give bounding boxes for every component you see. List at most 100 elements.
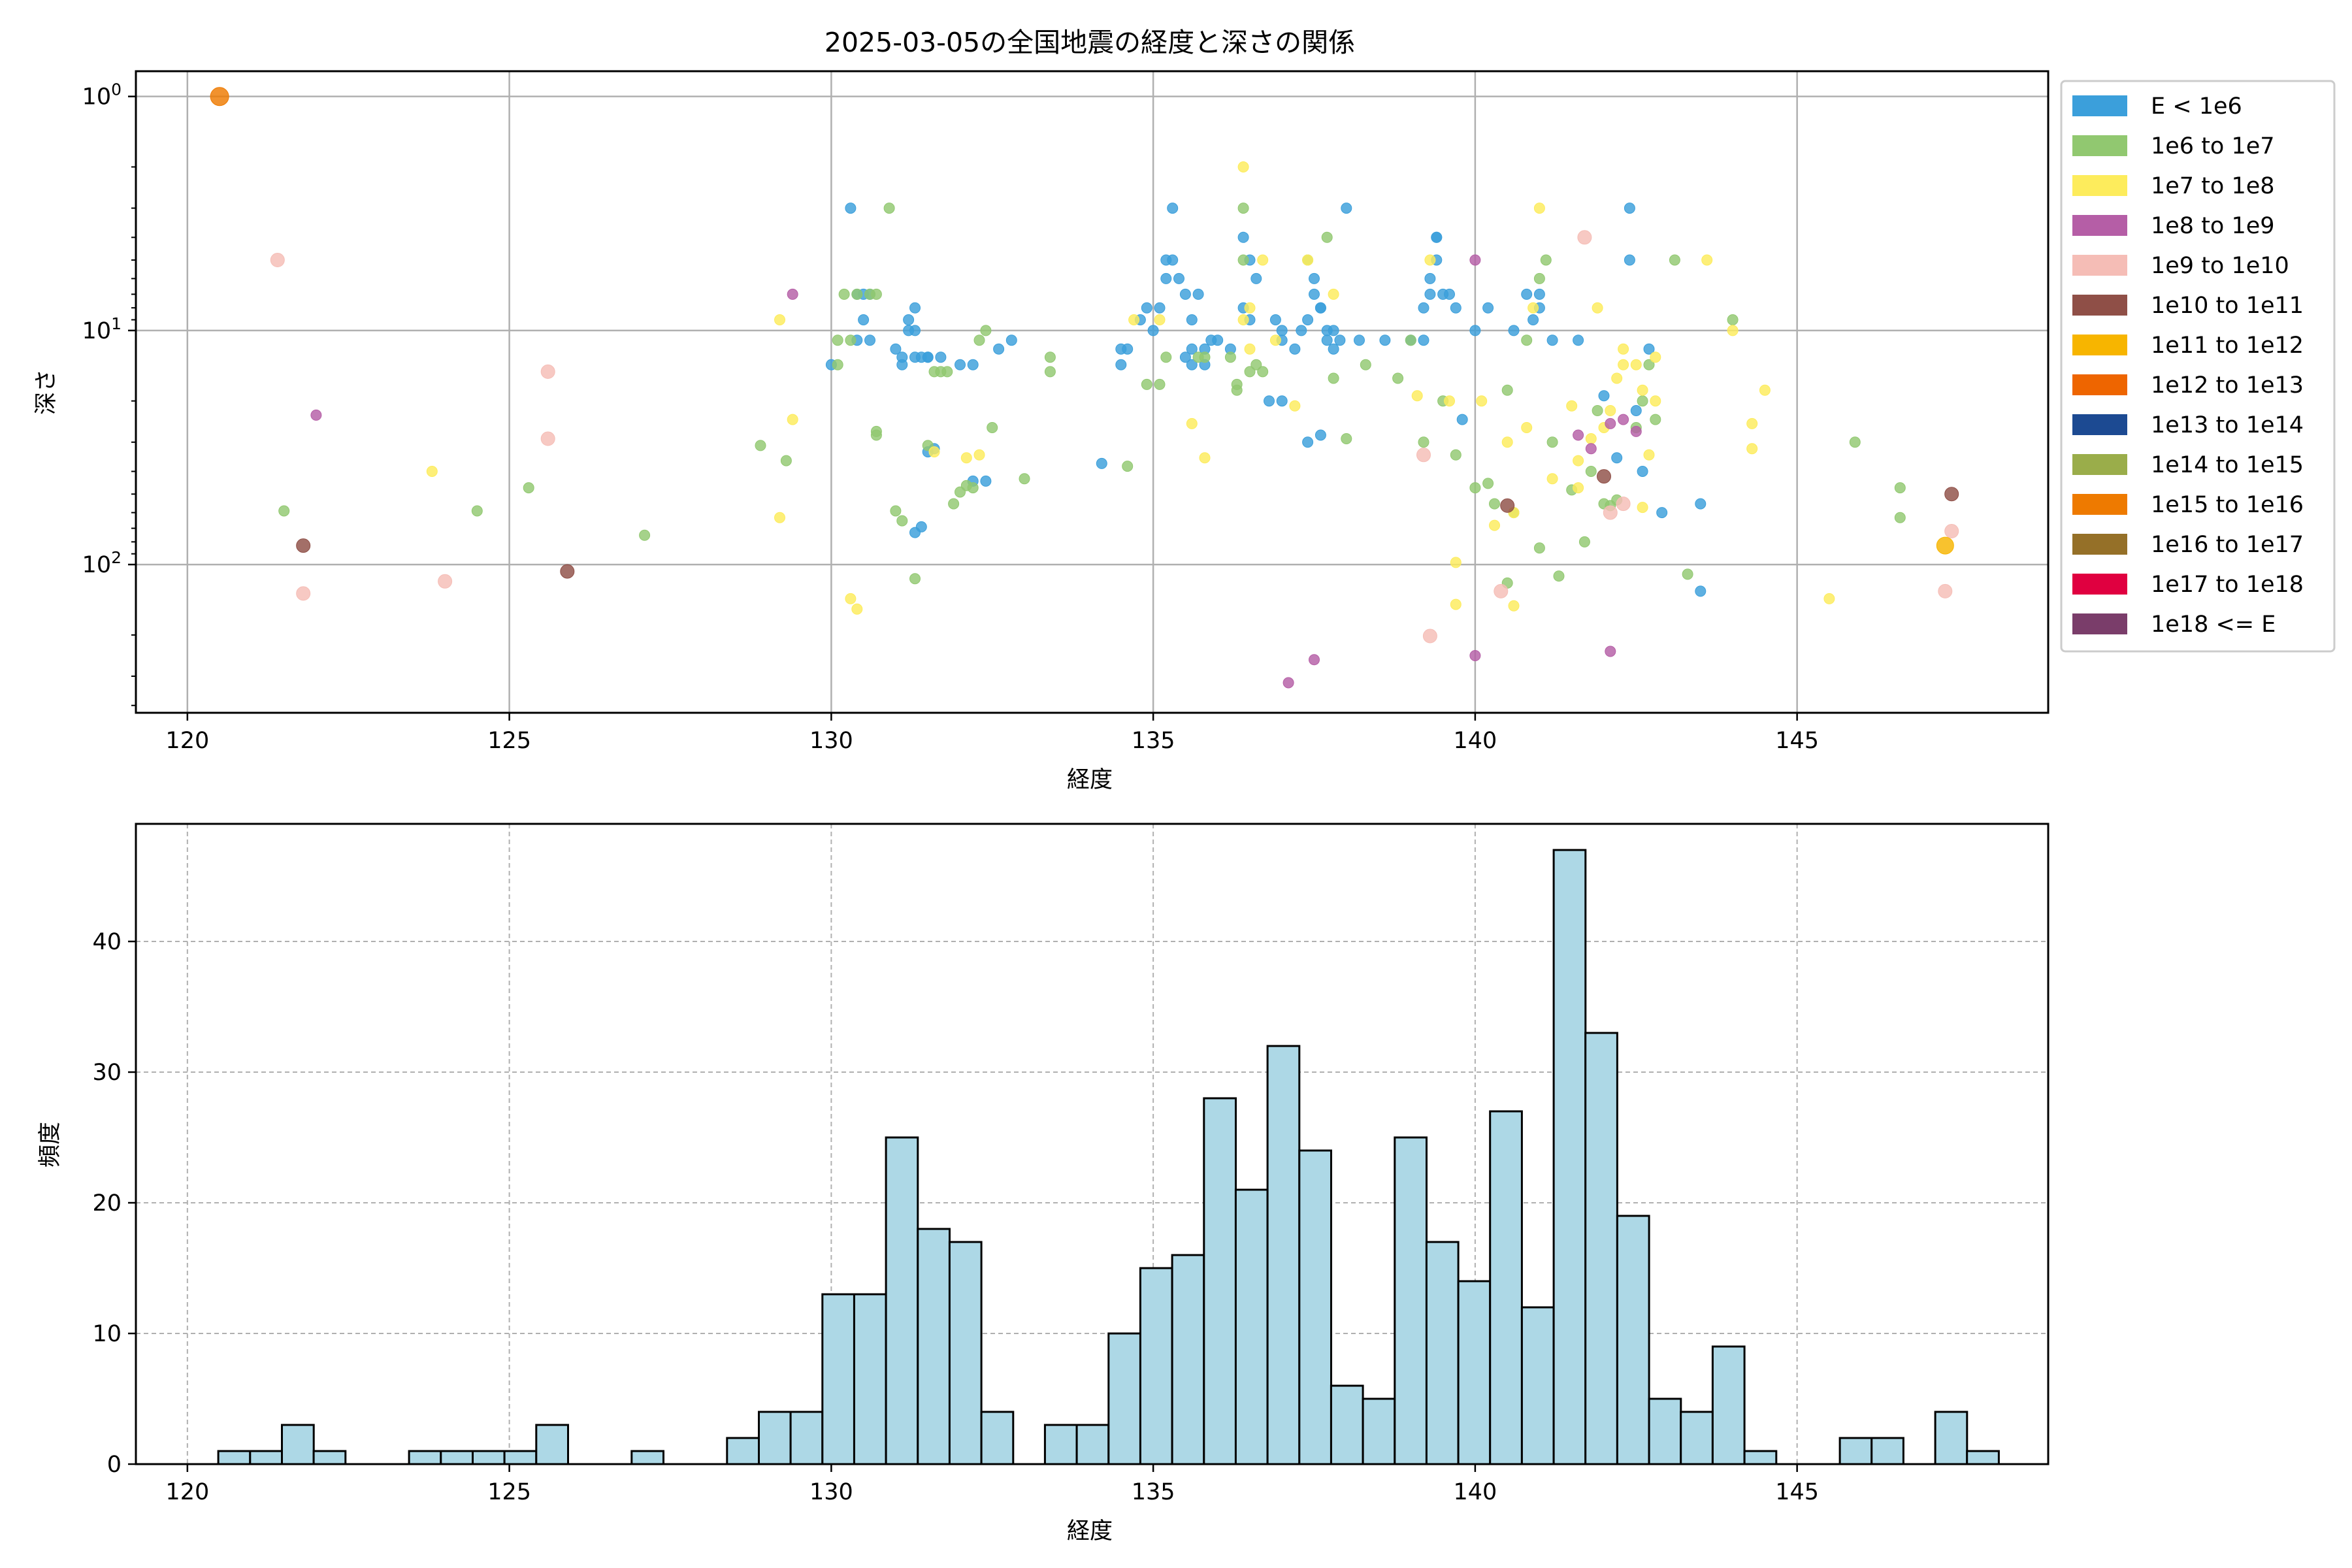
histogram-bar: [440, 1450, 474, 1465]
scatter-point: [1160, 272, 1172, 284]
scatter-point: [1237, 161, 1249, 172]
scatter-point: [1141, 302, 1152, 314]
scatter-point: [1585, 466, 1597, 477]
scatter-point: [1482, 478, 1494, 489]
legend-swatch: [2072, 135, 2127, 156]
scatter-point: [1237, 254, 1249, 266]
scatter-point: [1669, 254, 1680, 266]
histogram-y-tick-label: 0: [107, 1452, 122, 1478]
scatter-y-ticks: 100 101 102: [82, 80, 136, 706]
histogram-bar: [1043, 1424, 1078, 1465]
scatter-points: [210, 87, 1959, 689]
histogram-bar: [1107, 1332, 1142, 1465]
scatter-point: [1578, 536, 1590, 547]
histogram-plot-frame: [135, 823, 2050, 1465]
scatter-point: [845, 203, 857, 214]
legend-label: 1e12 to 1e13: [2151, 372, 2304, 399]
scatter-point: [1237, 203, 1249, 214]
scatter-point: [967, 359, 979, 370]
scatter-point: [1476, 395, 1488, 407]
scatter-point: [1469, 325, 1481, 336]
scatter-point: [1167, 254, 1179, 266]
histogram-bar: [758, 1411, 792, 1465]
scatter-point: [755, 440, 766, 451]
scatter-y-tick-label: 100: [82, 80, 122, 110]
scatter-point: [1276, 325, 1288, 336]
histogram-bar: [853, 1293, 887, 1465]
scatter-point: [1592, 405, 1603, 416]
scatter-point: [1147, 325, 1159, 336]
histogram-bar: [980, 1411, 1015, 1465]
scatter-point: [1341, 203, 1352, 214]
histogram-bar: [1711, 1345, 1746, 1465]
scatter-point: [858, 314, 870, 325]
scatter-point: [1533, 203, 1545, 214]
histogram-bar: [1616, 1215, 1650, 1465]
histogram-bar: [249, 1450, 283, 1465]
scatter-point: [890, 505, 902, 517]
histogram-y-tick-label: 20: [92, 1190, 122, 1217]
histogram-bar: [1075, 1424, 1110, 1465]
scatter-point: [1618, 414, 1629, 425]
histogram-bar: [1838, 1437, 1873, 1465]
histogram-bar: [1584, 1032, 1618, 1465]
scatter-point: [1533, 288, 1545, 300]
histogram-chart: 120 125 130 135 140 145 0 10 20 30 40 頻度 経度: [37, 823, 2050, 1544]
scatter-point: [1501, 384, 1513, 396]
legend-swatch: [2072, 574, 2127, 595]
scatter-point: [1237, 231, 1249, 243]
histogram-x-axis-label: 経度: [1067, 1518, 1113, 1544]
scatter-point: [1302, 254, 1314, 266]
histogram-bar: [1457, 1280, 1492, 1465]
scatter-point: [1603, 505, 1618, 520]
histogram-bar: [1234, 1188, 1269, 1465]
scatter-point: [883, 203, 895, 214]
scatter-point: [1231, 384, 1243, 396]
legend-swatch: [2072, 95, 2127, 116]
histogram-bar: [1203, 1097, 1237, 1465]
scatter-point: [1637, 395, 1648, 407]
scatter-point: [560, 564, 575, 579]
scatter-point: [1264, 395, 1275, 407]
scatter-point: [967, 482, 979, 494]
scatter-point: [1321, 335, 1333, 346]
scatter-point: [1450, 449, 1462, 461]
scatter-point: [1302, 436, 1314, 448]
scatter-point: [1533, 542, 1545, 554]
scatter-point: [1546, 436, 1558, 448]
scatter-point: [1450, 598, 1462, 610]
histogram-x-tick-label: 135: [1132, 1479, 1175, 1505]
scatter-point: [1282, 677, 1294, 689]
histogram-x-ticks: 120 125 130 135 140 145: [165, 1464, 1819, 1505]
histogram-bar: [1934, 1411, 1968, 1465]
scatter-point: [1508, 325, 1520, 336]
scatter-point: [896, 515, 908, 527]
scatter-point: [973, 449, 985, 461]
scatter-point: [845, 593, 857, 604]
scatter-point: [1605, 645, 1616, 657]
legend-items: E < 1e6 1e6 to 1e7 1e7 to 1e8 1e8 to 1e9 1e9…: [2072, 93, 2304, 638]
scatter-point: [1321, 325, 1333, 336]
histogram-bar: [1489, 1110, 1523, 1465]
legend-label: 1e10 to 1e11: [2151, 293, 2304, 319]
scatter-point: [1643, 359, 1655, 370]
histogram-bars: [217, 849, 2000, 1465]
scatter-point: [1585, 433, 1597, 444]
scatter-point: [1392, 372, 1404, 384]
legend-label: 1e6 to 1e7: [2151, 133, 2275, 159]
scatter-point: [935, 351, 947, 363]
scatter-point: [1354, 335, 1365, 346]
scatter-y-tick-label: 102: [82, 548, 122, 578]
scatter-point: [1656, 507, 1668, 519]
scatter-point: [787, 288, 798, 300]
scatter-point: [845, 335, 857, 346]
scatter-point: [540, 364, 555, 379]
histogram-bar: [1648, 1397, 1682, 1465]
scatter-point: [1422, 629, 1437, 644]
scatter-point: [973, 335, 985, 346]
scatter-point: [993, 343, 1005, 355]
legend-swatch: [2072, 534, 2127, 555]
scatter-point: [1624, 254, 1635, 266]
histogram-bar: [472, 1450, 506, 1465]
histogram-bar: [917, 1228, 951, 1465]
